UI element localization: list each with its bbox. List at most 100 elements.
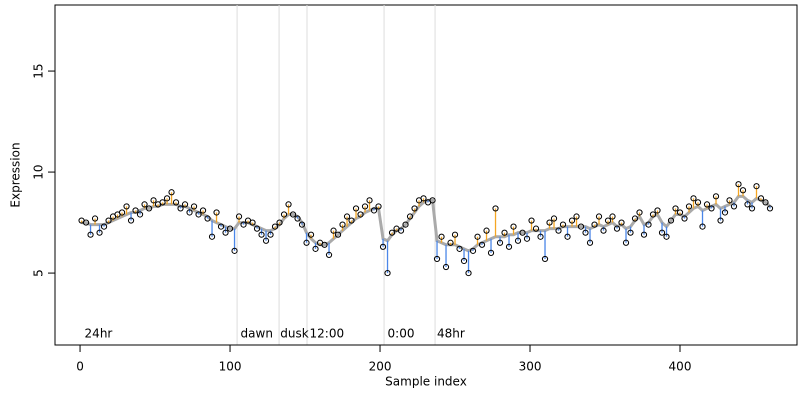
point	[163, 195, 171, 202]
point	[663, 233, 670, 240]
point	[460, 257, 468, 265]
point	[82, 219, 90, 226]
point	[519, 229, 526, 236]
point	[150, 197, 157, 204]
x-tick-label: 300	[519, 360, 542, 374]
point	[564, 233, 571, 240]
point	[132, 207, 139, 214]
point	[649, 211, 657, 218]
x-tick-label: 100	[219, 360, 242, 374]
point	[420, 195, 427, 202]
point	[384, 269, 391, 277]
point	[172, 199, 180, 206]
point	[123, 203, 130, 210]
point	[699, 223, 706, 230]
point	[532, 225, 540, 232]
point	[325, 251, 333, 258]
point	[177, 205, 184, 212]
point	[739, 187, 747, 194]
plot-frame	[54, 4, 798, 346]
point	[744, 201, 751, 208]
point	[397, 227, 405, 234]
point	[546, 219, 553, 226]
point	[753, 183, 760, 190]
point	[330, 227, 337, 234]
point	[541, 255, 549, 263]
point	[676, 209, 684, 216]
point	[388, 229, 396, 236]
y-tick-label: 15	[32, 63, 46, 78]
point	[505, 243, 513, 250]
point	[613, 225, 621, 232]
point	[240, 221, 247, 228]
point	[361, 203, 369, 210]
point	[402, 221, 409, 228]
point	[87, 231, 94, 238]
point	[496, 239, 504, 246]
point	[222, 229, 229, 236]
point	[105, 217, 112, 224]
point	[672, 205, 679, 212]
point	[226, 225, 234, 232]
point	[352, 205, 360, 212]
point	[217, 223, 225, 230]
point	[249, 219, 256, 226]
point	[433, 255, 441, 263]
point	[438, 233, 445, 240]
point	[145, 205, 153, 212]
point	[469, 247, 477, 254]
point	[622, 239, 630, 246]
point	[730, 203, 738, 210]
point	[186, 209, 193, 216]
annotation: 48hr	[437, 327, 465, 341]
y-tick-label: 5	[32, 269, 46, 277]
point	[591, 221, 598, 228]
point	[379, 243, 387, 250]
point	[204, 215, 211, 222]
point	[298, 221, 306, 228]
point	[492, 205, 499, 212]
point	[568, 217, 576, 224]
y-tick-label: 10	[32, 164, 46, 179]
point	[168, 189, 175, 196]
point	[762, 199, 769, 206]
x-axis-label: Sample index	[385, 375, 467, 389]
point	[159, 199, 166, 206]
point	[339, 221, 346, 228]
point	[667, 217, 675, 224]
point	[703, 201, 711, 208]
point	[757, 195, 765, 202]
point	[141, 201, 148, 208]
annotation: 12:00	[310, 327, 345, 341]
point	[559, 221, 567, 228]
point	[645, 221, 652, 228]
point	[411, 205, 418, 212]
point	[375, 203, 382, 210]
point	[595, 213, 603, 220]
point	[276, 219, 283, 226]
point	[235, 213, 243, 220]
point	[280, 211, 288, 218]
point	[478, 241, 486, 248]
point	[487, 249, 495, 256]
point	[190, 203, 198, 210]
point	[181, 201, 189, 208]
point	[195, 211, 202, 218]
point	[523, 235, 531, 242]
point	[357, 211, 364, 218]
annotation: 0:00	[388, 327, 415, 341]
point	[528, 217, 535, 224]
point	[766, 205, 774, 212]
point	[712, 193, 720, 200]
point	[289, 211, 297, 218]
point	[658, 229, 666, 236]
point	[429, 197, 436, 204]
point	[231, 247, 238, 254]
point	[555, 227, 562, 234]
point	[96, 229, 103, 236]
point	[694, 199, 702, 206]
point	[321, 241, 328, 248]
point	[609, 213, 616, 220]
point	[474, 233, 481, 240]
point	[271, 223, 279, 230]
